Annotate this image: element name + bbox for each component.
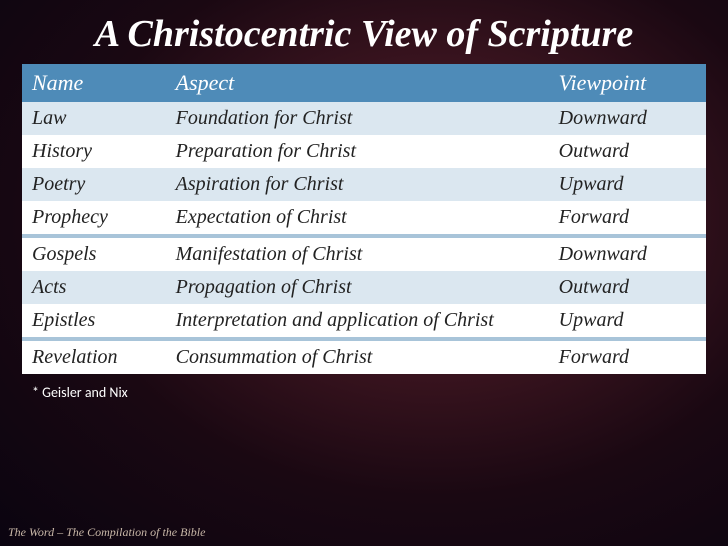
table-row: HistoryPreparation for ChristOutward [22, 135, 706, 168]
table-row: RevelationConsummation of ChristForward [22, 341, 706, 374]
cell-aspect: Consummation of Christ [166, 341, 549, 374]
cell-name: Revelation [22, 341, 166, 374]
scripture-table: Name Aspect Viewpoint LawFoundation for … [22, 64, 706, 374]
cell-name: Poetry [22, 168, 166, 201]
cell-viewpoint: Downward [549, 102, 706, 135]
cell-aspect: Aspiration for Christ [166, 168, 549, 201]
cell-name: History [22, 135, 166, 168]
footnote: * Geisler and Nix [32, 384, 728, 401]
col-header-viewpoint: Viewpoint [549, 64, 706, 102]
col-header-name: Name [22, 64, 166, 102]
table-row: ActsPropagation of ChristOutward [22, 271, 706, 304]
cell-aspect: Manifestation of Christ [166, 238, 549, 271]
cell-aspect: Interpretation and application of Christ [166, 304, 549, 337]
table-header-row: Name Aspect Viewpoint [22, 64, 706, 102]
cell-name: Law [22, 102, 166, 135]
cell-viewpoint: Forward [549, 341, 706, 374]
table-container: Name Aspect Viewpoint LawFoundation for … [22, 64, 706, 374]
cell-name: Prophecy [22, 201, 166, 234]
cell-viewpoint: Upward [549, 168, 706, 201]
cell-viewpoint: Outward [549, 135, 706, 168]
table-row: GospelsManifestation of ChristDownward [22, 238, 706, 271]
cell-viewpoint: Upward [549, 304, 706, 337]
cell-viewpoint: Outward [549, 271, 706, 304]
cell-name: Acts [22, 271, 166, 304]
table-row: ProphecyExpectation of ChristForward [22, 201, 706, 234]
page-title: A Christocentric View of Scripture [0, 0, 728, 64]
cell-aspect: Expectation of Christ [166, 201, 549, 234]
cell-name: Epistles [22, 304, 166, 337]
table-row: EpistlesInterpretation and application o… [22, 304, 706, 337]
cell-aspect: Foundation for Christ [166, 102, 549, 135]
cell-viewpoint: Forward [549, 201, 706, 234]
table-row: PoetryAspiration for ChristUpward [22, 168, 706, 201]
cell-name: Gospels [22, 238, 166, 271]
col-header-aspect: Aspect [166, 64, 549, 102]
table-row: LawFoundation for ChristDownward [22, 102, 706, 135]
cell-aspect: Preparation for Christ [166, 135, 549, 168]
bottom-caption: The Word – The Compilation of the Bible [8, 525, 205, 540]
cell-viewpoint: Downward [549, 238, 706, 271]
cell-aspect: Propagation of Christ [166, 271, 549, 304]
